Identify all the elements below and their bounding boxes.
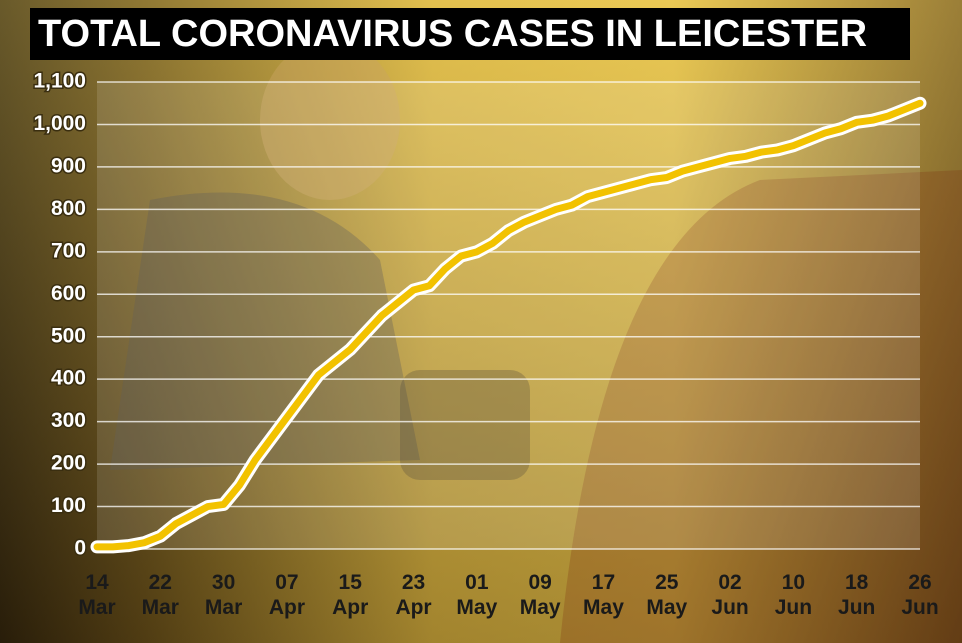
x-tick-label: 25 May — [646, 571, 688, 619]
x-tick-label: 14 Mar — [78, 571, 116, 619]
x-tick-label: 23 Apr — [395, 571, 432, 619]
x-tick-label: 10 Jun — [774, 571, 813, 619]
y-tick-label: 600 — [51, 282, 86, 305]
y-tick-label: 1,100 — [33, 70, 86, 93]
photo-head — [260, 40, 400, 200]
y-tick-label: 0 — [74, 537, 86, 560]
y-tick-label: 200 — [51, 452, 86, 475]
photo-body — [110, 192, 420, 470]
y-tick-label: 300 — [51, 409, 86, 432]
x-tick-label: 09 May — [519, 571, 561, 619]
photo-car — [560, 170, 962, 643]
x-tick-label: 15 Apr — [332, 571, 369, 619]
x-tick-label: 18 Jun — [838, 571, 876, 619]
x-tick-label: 26 Jun — [901, 571, 939, 619]
y-tick-label: 500 — [51, 324, 86, 347]
plot-area — [97, 82, 920, 549]
chart-title: TOTAL CORONAVIRUS CASES IN LEICESTER — [38, 13, 867, 55]
title-box — [30, 8, 910, 60]
y-tick-label: 100 — [51, 494, 86, 517]
y-tick-label: 800 — [51, 197, 86, 220]
x-tick-label: 22 Mar — [141, 571, 179, 619]
x-tick-label: 17 May — [583, 571, 624, 619]
x-tick-label: 02 Jun — [711, 571, 749, 619]
x-tick-label: 30 Mar — [204, 571, 243, 619]
line — [93, 99, 924, 551]
y-tick-label: 900 — [51, 154, 86, 177]
y-tick-label: 1,000 — [33, 112, 86, 135]
photo-mirror — [400, 370, 530, 480]
x-tick-label: 07 Apr — [268, 571, 305, 619]
y-tick-label: 700 — [51, 239, 86, 262]
x-tick-label: 01 May — [456, 571, 498, 619]
y-tick-label: 400 — [51, 367, 86, 390]
